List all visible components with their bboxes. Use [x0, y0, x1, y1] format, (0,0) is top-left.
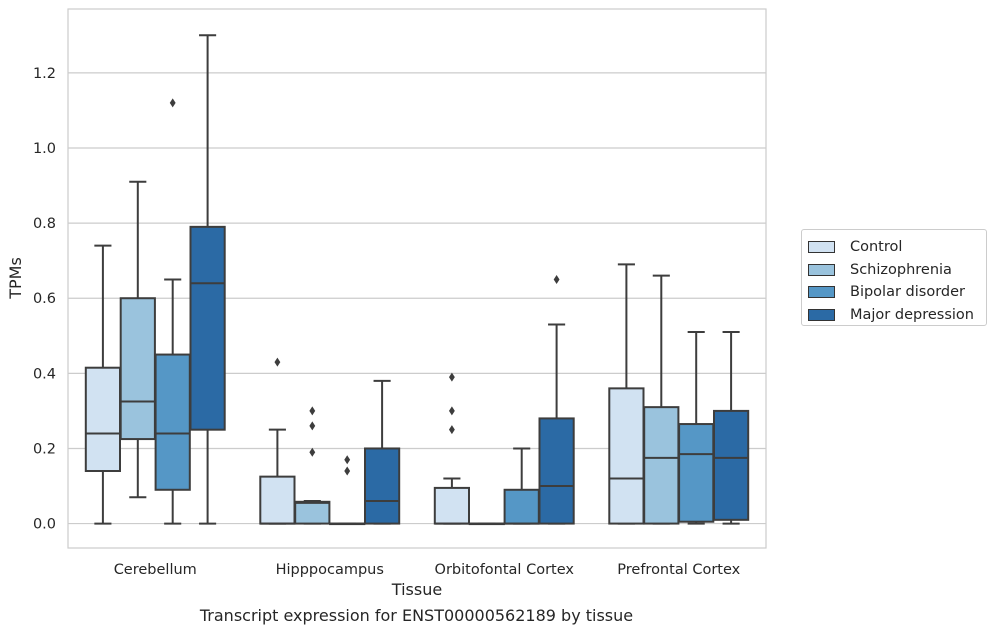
y-tick-label: 1.2 — [33, 66, 56, 82]
box-series — [84, 34, 750, 526]
box-control — [608, 263, 645, 525]
legend-swatch — [808, 308, 835, 321]
box-body — [294, 500, 331, 525]
outlier-point — [309, 406, 316, 416]
outlier-point — [553, 274, 560, 284]
box-body — [608, 387, 645, 525]
box-body — [538, 417, 575, 525]
x-tick-labels: Cerebellum Hipppocampus Orbitofontal Corte… — [114, 562, 741, 578]
box-body — [259, 475, 296, 525]
y-tick-label: 1.0 — [33, 141, 56, 157]
box-body — [678, 423, 715, 523]
outlier-point — [274, 357, 281, 367]
legend-label: Schizophrenia — [850, 261, 952, 278]
box-body — [119, 297, 156, 441]
outlier-point — [309, 447, 316, 457]
box-schizophrenia — [294, 406, 331, 525]
box-schizophrenia — [468, 522, 505, 526]
box-body — [189, 225, 226, 431]
box-major-depression — [363, 379, 401, 525]
legend-label: Control — [850, 239, 903, 256]
legend-swatch — [808, 263, 835, 276]
legend-swatch — [808, 241, 835, 254]
x-axis-label: Tissue — [391, 580, 442, 599]
box-body — [363, 447, 401, 525]
outlier-point — [169, 98, 176, 108]
legend-item: Major depression — [808, 304, 986, 327]
x-tick-label: Hipppocampus — [276, 562, 384, 578]
outlier-point — [344, 466, 351, 476]
box-body — [433, 486, 471, 525]
outlier-point — [344, 455, 351, 465]
box-major-depression — [189, 34, 226, 525]
legend-label: Bipolar disorder — [850, 284, 965, 301]
chart-caption: Transcript expression for ENST0000056218… — [199, 606, 634, 625]
box-body — [154, 353, 191, 491]
box-major-depression — [712, 331, 750, 525]
legend-item: Bipolar disorder — [808, 281, 986, 304]
box-body — [84, 366, 122, 472]
y-tick-label: 0.4 — [33, 366, 56, 382]
x-tick-label: Orbitofontal Cortex — [435, 562, 575, 578]
y-tick-labels: 0.0 0.2 0.4 0.6 0.8 1.0 1.2 — [33, 66, 56, 533]
box-bipolar-disorder — [154, 98, 191, 525]
legend-swatch — [808, 286, 835, 299]
box-body — [643, 406, 680, 525]
y-tick-label: 0.6 — [33, 291, 56, 307]
legend-item: Control — [808, 236, 986, 259]
box-schizophrenia — [643, 274, 680, 525]
box-body — [503, 488, 540, 525]
y-tick-label: 0.0 — [33, 517, 56, 533]
box-control — [433, 372, 471, 525]
y-tick-label: 0.8 — [33, 216, 56, 232]
box-control — [259, 357, 296, 525]
legend-item: Schizophrenia — [808, 259, 986, 282]
outlier-point — [448, 406, 455, 416]
outlier-point — [309, 421, 316, 431]
y-axis-label: TPMs — [6, 257, 25, 300]
box-body — [712, 409, 750, 521]
x-tick-label: Cerebellum — [114, 562, 197, 578]
y-tick-label: 0.2 — [33, 441, 56, 457]
legend-label: Major depression — [850, 306, 974, 323]
legend: Control Schizophrenia Bipolar disorder Majo… — [801, 229, 987, 326]
x-tick-label: Prefrontal Cortex — [617, 562, 740, 578]
outlier-point — [448, 425, 455, 435]
box-control — [84, 244, 122, 525]
box-schizophrenia — [119, 180, 156, 499]
box-major-depression — [538, 274, 575, 525]
outlier-point — [448, 372, 455, 382]
